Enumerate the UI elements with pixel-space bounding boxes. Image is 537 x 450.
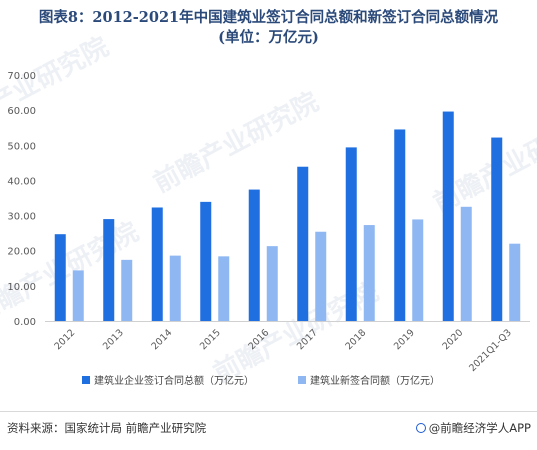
- watermark-text: 前瞻产业研究院: [0, 31, 114, 144]
- bar-total-2019: [394, 129, 406, 321]
- x-tick-label: 2020: [440, 327, 465, 352]
- legend-label: 建筑业企业签订合同总额（万亿元）: [94, 374, 254, 387]
- bar-new-2015: [218, 256, 230, 321]
- x-tick-label: 2014: [149, 327, 174, 352]
- x-tick-label: 2019: [392, 327, 417, 352]
- bar-new-2016: [266, 246, 278, 321]
- x-tick-label: 2012: [52, 327, 77, 352]
- bar-total-2018: [345, 147, 357, 321]
- x-tick-label: 2015: [198, 327, 223, 352]
- footer-divider: [0, 411, 537, 412]
- source-note: 资料来源：国家统计局 前瞻产业研究院: [7, 421, 207, 435]
- x-tick-label: 2018: [343, 327, 368, 352]
- brand-logo-icon: [415, 423, 426, 433]
- legend-label: 建筑业新签合同额（万亿元）: [310, 374, 440, 387]
- bar-total-2020: [442, 111, 454, 321]
- y-tick-label: 70.00: [7, 71, 36, 82]
- legend-swatch: [82, 376, 90, 384]
- bar-new-2021Q1-Q3: [509, 243, 521, 321]
- bar-new-2014: [169, 255, 181, 321]
- bar-total-2014: [151, 207, 163, 321]
- y-tick-label: 10.00: [7, 282, 36, 293]
- legend: 建筑业企业签订合同总额（万亿元） 建筑业新签合同额（万亿元）: [82, 374, 440, 387]
- bar-total-2016: [248, 189, 260, 321]
- legend-swatch: [298, 376, 306, 384]
- bar-new-2018: [363, 225, 375, 321]
- bar-total-2017: [297, 166, 309, 321]
- chart-title: 图表8：2012-2021年中国建筑业签订合同总额和新签订合同总额情况: [38, 9, 499, 26]
- bar-new-2017: [315, 231, 327, 321]
- chart-subtitle-unit: (单位：万亿元): [218, 29, 319, 46]
- y-tick-label: 20.00: [7, 247, 36, 258]
- bars-group: [54, 111, 521, 321]
- brand-credit: @前瞻经济学人APP: [415, 420, 531, 436]
- y-tick-label: 30.00: [7, 212, 36, 223]
- bar-new-2013: [121, 259, 133, 321]
- y-axis: 0.00 10.00 20.00 30.00 40.00 50.00 60.00 70.00: [7, 71, 36, 328]
- y-tick-label: 0.00: [14, 317, 36, 328]
- y-tick-label: 60.00: [7, 106, 36, 117]
- x-tick-label: 2013: [101, 327, 126, 352]
- bar-total-2012: [54, 234, 66, 321]
- bar-total-2013: [103, 219, 115, 321]
- x-tick-label: 2021Q1-Q3: [467, 327, 514, 374]
- bar-total-2021Q1-Q3: [491, 137, 503, 321]
- y-tick-label: 40.00: [7, 176, 36, 187]
- bar-new-2019: [412, 219, 424, 321]
- bar-total-2015: [200, 201, 212, 321]
- bar-new-2012: [72, 270, 84, 321]
- brand-label: @前瞻经济学人APP: [428, 421, 531, 435]
- y-tick-label: 50.00: [7, 141, 36, 152]
- bar-new-2020: [460, 206, 472, 321]
